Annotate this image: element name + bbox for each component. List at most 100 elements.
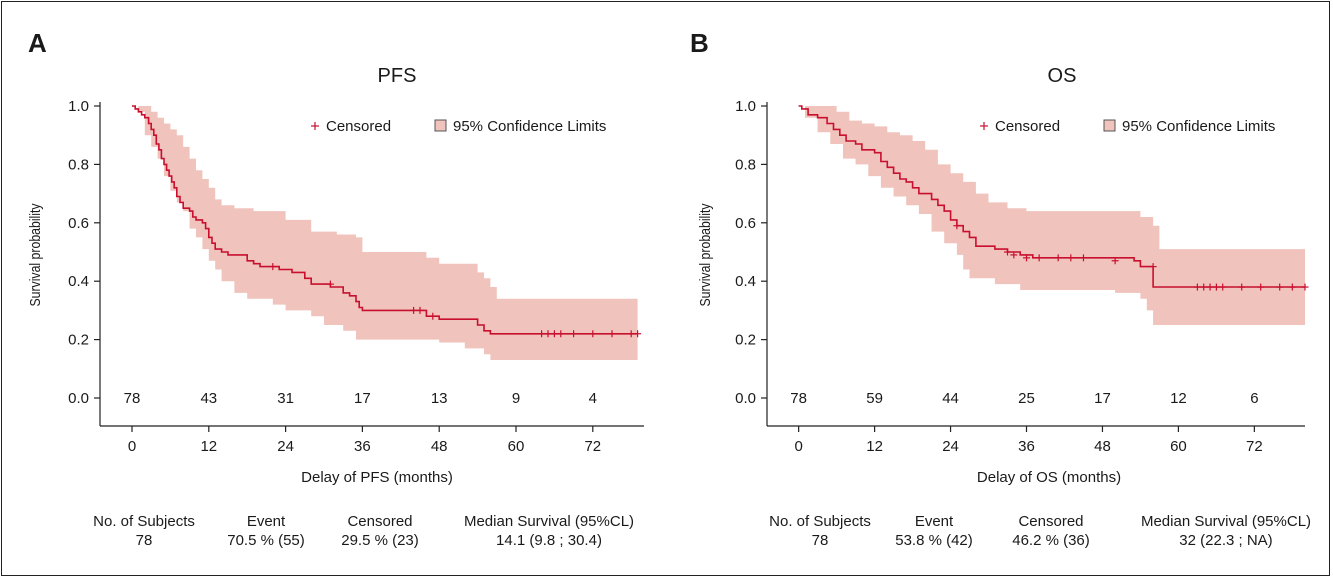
censored-mark (1200, 283, 1208, 291)
x-tick-label: 0 (794, 438, 802, 455)
censored-mark (608, 330, 616, 338)
at-risk-count: 25 (1018, 390, 1035, 407)
y-tick-label: 0.2 (735, 332, 756, 349)
x-axis-label: Delay of OS (months) (977, 469, 1121, 486)
at-risk-count: 13 (431, 390, 448, 407)
censored-mark (634, 330, 642, 338)
y-tick-label: 1.0 (68, 98, 89, 115)
legend-label-censored: Censored (326, 118, 391, 135)
y-axis-label: Survival probability (697, 203, 713, 306)
censored-mark (1004, 248, 1012, 256)
panel-label: A (28, 28, 47, 58)
at-risk-count: 78 (124, 390, 141, 407)
summary-header: Median Survival (95%CL) (1140, 513, 1312, 530)
x-axis-label: Delay of PFS (months) (301, 469, 453, 486)
summary-value: 46.2 % (36) (1012, 532, 1090, 549)
at-risk-count: 17 (354, 390, 371, 407)
summary-value: 14.1 (9.8 ; 30.4) (496, 532, 602, 549)
x-tick-label: 0 (128, 438, 136, 455)
y-tick-label: 0.6 (68, 215, 89, 232)
y-axis-label: Survival probability (27, 203, 43, 306)
censored-mark (429, 312, 437, 320)
summary-value: 78 (135, 532, 153, 549)
legend-censored-marker (311, 122, 319, 130)
x-tick-label: 24 (942, 438, 959, 455)
panel-a: A PFS 0.0 0.2 0.4 0.6 0.8 1.0 0 12 24 36 48 60 72 78 43… (0, 0, 666, 564)
survival-line (132, 105, 638, 335)
at-risk-count: 59 (866, 390, 883, 407)
x-tick-label: 72 (584, 438, 601, 455)
panel-label: B (690, 28, 709, 58)
chart-title: OS (1048, 65, 1077, 87)
censored-mark (1023, 254, 1031, 262)
at-risk-count: 9 (512, 390, 520, 407)
legend-label-ci: 95% Confidence Limits (1122, 118, 1275, 135)
y-tick-label: 0.0 (68, 390, 89, 407)
censored-mark (953, 222, 961, 230)
censored-mark (1219, 283, 1227, 291)
summary-value: 53.8 % (42) (895, 532, 973, 549)
y-tick-label: 0.4 (68, 273, 89, 290)
y-tick-label: 0.6 (735, 215, 756, 232)
at-risk-count: 17 (1094, 390, 1111, 407)
censored-mark (1257, 283, 1265, 291)
x-tick-label: 60 (508, 438, 525, 455)
legend-band-swatch (434, 119, 447, 132)
confidence-band (132, 106, 638, 360)
at-risk-count: 43 (200, 390, 217, 407)
summary-header: No. of Subjects (93, 513, 195, 530)
pfs-chart: PFS 0.0 0.2 0.4 0.6 0.8 1.0 0 12 24 36 48 60 72 78 43 31… (27, 65, 644, 486)
at-risk-count: 78 (790, 390, 807, 407)
panel-b: B OS 0.0 0.2 0.4 0.6 0.8 1.0 0 12 24 36 48 60 72 78 59 4… (666, 0, 1332, 564)
censored-mark (1206, 283, 1214, 291)
y-tick-label: 0.4 (735, 273, 756, 290)
censored-mark (1079, 254, 1087, 262)
censored-mark (1238, 283, 1246, 291)
censored-mark (410, 306, 418, 314)
censored-mark (1276, 283, 1284, 291)
at-risk-count: 31 (277, 390, 294, 407)
censored-mark (589, 330, 597, 338)
summary-header: Median Survival (95%CL) (463, 513, 635, 530)
x-tick-label: 12 (200, 438, 217, 455)
censored-mark (269, 263, 277, 271)
y-tick-label: 0.2 (68, 332, 89, 349)
y-tick-label: 0.8 (68, 156, 89, 173)
censored-mark (538, 330, 546, 338)
legend-label-censored: Censored (995, 118, 1060, 135)
summary-value: 70.5 % (55) (227, 532, 305, 549)
legend-censored-marker (980, 122, 988, 130)
censored-mark (550, 330, 558, 338)
censored-mark (557, 330, 565, 338)
censored-mark (627, 330, 635, 338)
x-tick-label: 72 (1246, 438, 1263, 455)
summary-header: Censored (1018, 513, 1084, 530)
chart-title: PFS (378, 65, 417, 87)
censored-mark (1212, 283, 1220, 291)
y-tick-label: 0.8 (735, 156, 756, 173)
censored-mark (326, 280, 334, 288)
legend-label-ci: 95% Confidence Limits (453, 118, 606, 135)
censored-mark (416, 306, 424, 314)
at-risk-count: 12 (1170, 390, 1187, 407)
at-risk-count: 6 (1250, 390, 1258, 407)
censored-mark (1010, 251, 1018, 259)
confidence-band (798, 106, 1305, 325)
at-risk-count: 44 (942, 390, 959, 407)
x-tick-label: 60 (1170, 438, 1187, 455)
censored-mark (570, 330, 578, 338)
summary-value: 78 (811, 532, 829, 549)
summary-header: Event (914, 513, 954, 530)
censored-mark (1054, 254, 1062, 262)
censored-mark (1067, 254, 1075, 262)
x-tick-label: 24 (277, 438, 294, 455)
summary-value: 29.5 % (23) (341, 532, 419, 549)
at-risk-count: 4 (589, 390, 597, 407)
legend-band-swatch (1103, 119, 1116, 132)
censored-mark (1288, 283, 1296, 291)
os-chart: OS 0.0 0.2 0.4 0.6 0.8 1.0 0 12 24 36 48 60 72 78 59 44 2… (697, 65, 1309, 486)
censored-mark (1149, 263, 1157, 271)
x-tick-label: 12 (866, 438, 883, 455)
censored-mark (1111, 257, 1119, 265)
x-tick-label: 36 (354, 438, 371, 455)
